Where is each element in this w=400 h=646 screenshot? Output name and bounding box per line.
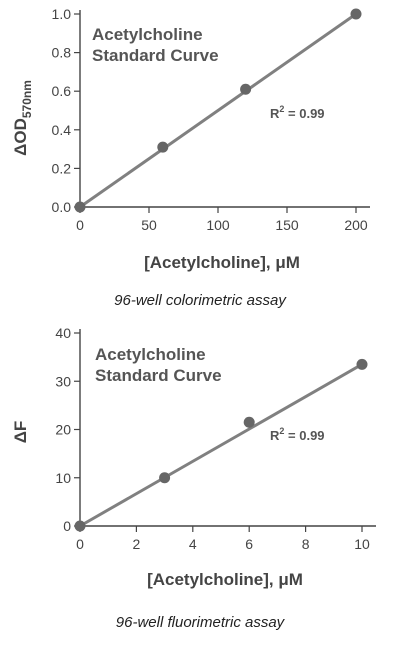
r-squared-value: = 0.99	[284, 428, 324, 443]
r-squared-value: = 0.99	[284, 106, 324, 121]
chart-title: Acetylcholine Standard Curve	[92, 25, 219, 65]
y-tick-label: 10	[55, 470, 71, 486]
y-tick-label: 0.2	[52, 160, 72, 176]
chart-title-line: Acetylcholine	[92, 25, 203, 44]
y-tick-label: 0	[63, 518, 71, 534]
y-axis-label-sub: 570nm	[20, 80, 34, 118]
x-tick-label: 0	[76, 536, 84, 552]
r-squared-prefix: R	[270, 428, 280, 443]
chart-title-line: Acetylcholine	[95, 345, 206, 364]
y-tick-label: 20	[55, 422, 71, 438]
data-point	[240, 83, 252, 95]
chart-title-line: Standard Curve	[92, 46, 219, 65]
x-tick-label: 100	[206, 217, 230, 233]
y-tick-label: 0.4	[52, 122, 72, 138]
data-point	[356, 358, 368, 370]
data-point	[159, 472, 171, 484]
data-point	[157, 141, 169, 153]
r-squared-sup: 2	[279, 104, 284, 114]
r-squared-prefix: R	[270, 106, 280, 121]
fit-line	[79, 363, 363, 528]
y-axis-label-main: ΔOD	[11, 118, 30, 156]
chart-title: Acetylcholine Standard Curve	[95, 345, 222, 385]
x-tick-label: 50	[141, 217, 157, 233]
r-squared-annotation: R2 = 0.99	[270, 426, 325, 443]
x-tick-label: 6	[245, 536, 253, 552]
y-tick-label: 30	[55, 373, 71, 389]
chart-fluorimetric: 0 2 4 6 8 10 0 10 20 30 40 Acetylcholine Standard Cu…	[11, 325, 376, 631]
x-tick-label: 8	[302, 536, 310, 552]
chart-title-line: Standard Curve	[95, 366, 222, 385]
y-tick-label: 40	[55, 325, 71, 341]
x-tick-label: 0	[76, 217, 84, 233]
data-point	[350, 8, 362, 20]
chart-caption: 96-well colorimetric assay	[114, 292, 287, 309]
x-tick-label: 2	[133, 536, 141, 552]
x-tick-label: 4	[189, 536, 197, 552]
x-tick-label: 200	[344, 217, 368, 233]
fit-line	[79, 12, 357, 209]
y-axis-label: ΔF	[11, 421, 30, 444]
y-tick-label: 1.0	[52, 6, 72, 22]
y-tick-label: 0.8	[52, 45, 72, 61]
x-axis-label: [Acetylcholine], μM	[147, 570, 303, 589]
y-tick-label: 0.0	[52, 199, 72, 215]
y-axis-label: ΔOD570nm	[11, 80, 34, 156]
y-axis-label-main: ΔF	[11, 421, 30, 444]
chart-caption: 96-well fluorimetric assay	[116, 614, 286, 631]
chart-colorimetric: 0 50 100 150 200 0.0 0.2 0.4 0.6 0.8 1.0 Acetylchol…	[11, 6, 370, 309]
x-axis-label: [Acetylcholine], μM	[144, 253, 300, 272]
y-tick-label: 0.6	[52, 83, 72, 99]
x-tick-label: 150	[275, 217, 299, 233]
data-point	[74, 520, 86, 532]
data-point	[243, 416, 255, 428]
data-point	[74, 201, 86, 213]
r-squared-sup: 2	[279, 426, 284, 436]
x-tick-label: 10	[354, 536, 370, 552]
r-squared-annotation: R2 = 0.99	[270, 104, 325, 121]
